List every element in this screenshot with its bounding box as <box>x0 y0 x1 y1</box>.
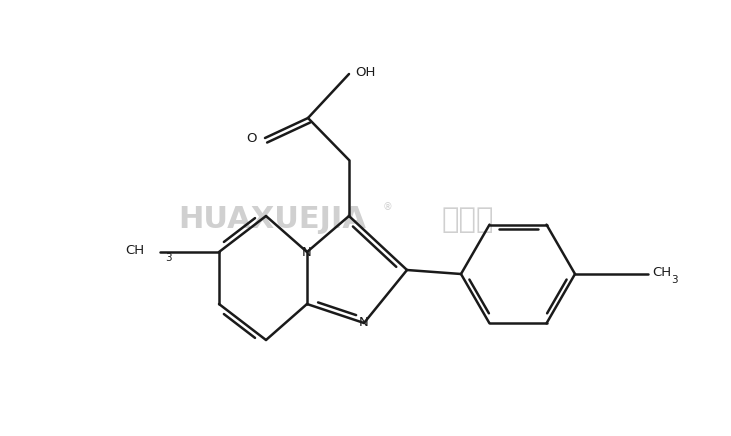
Text: ®: ® <box>383 202 393 212</box>
Text: CH: CH <box>652 266 671 279</box>
Text: 化学加: 化学加 <box>442 206 494 234</box>
Text: 3: 3 <box>164 253 171 263</box>
Text: OH: OH <box>355 65 376 78</box>
Text: CH: CH <box>125 243 144 256</box>
Text: 3: 3 <box>670 275 678 285</box>
Text: O: O <box>246 132 257 144</box>
Text: N: N <box>359 317 369 330</box>
Text: N: N <box>302 245 312 259</box>
Text: HUAXUEJIA: HUAXUEJIA <box>178 205 366 235</box>
